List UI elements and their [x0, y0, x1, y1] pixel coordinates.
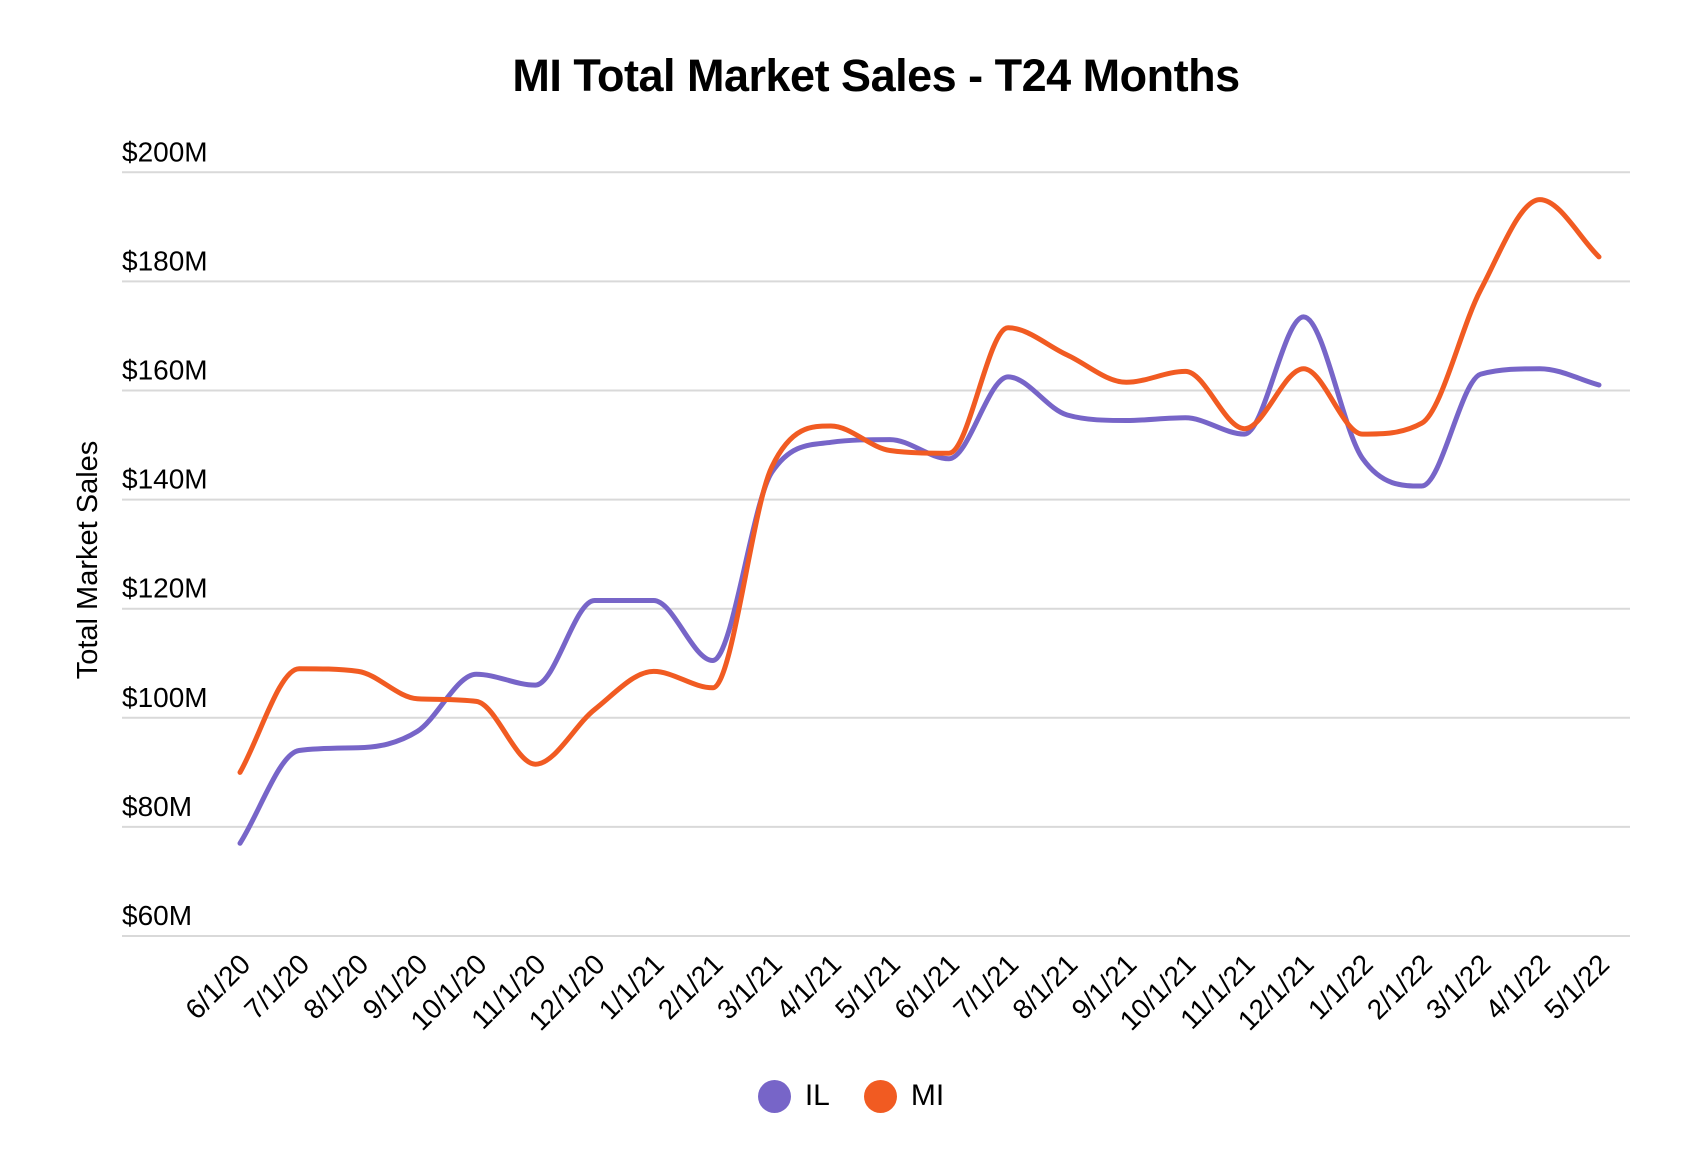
legend-swatch-mi-icon [863, 1079, 897, 1113]
x-tick-label-5-1-21: 5/1/21 [829, 948, 906, 1025]
legend-item-il: IL [757, 1079, 830, 1113]
y-tick-label-120m: $120M [122, 573, 208, 604]
x-tick-label-4-1-21: 4/1/21 [770, 948, 847, 1025]
x-tick-label-1-1-22: 1/1/22 [1302, 948, 1379, 1025]
x-tick-label-3-1-21: 3/1/21 [711, 948, 788, 1025]
x-tick-label-7-1-21: 7/1/21 [947, 948, 1024, 1025]
x-tick-label-4-1-22: 4/1/22 [1479, 948, 1556, 1025]
chart-title: MI Total Market Sales - T24 Months [512, 50, 1240, 101]
x-tick-label-7-1-20: 7/1/20 [238, 948, 315, 1025]
y-tick-label-140m: $140M [122, 464, 208, 495]
x-tick-label-8-1-21: 8/1/21 [1006, 948, 1083, 1025]
series-line-il[interactable] [237, 314, 1602, 846]
x-tick-label-1-1-21: 1/1/21 [593, 948, 670, 1025]
y-tick-label-160m: $160M [122, 355, 208, 386]
legend-label-mi: MI [910, 1079, 945, 1112]
legend-item-mi: MI [863, 1079, 945, 1113]
y-tick-label-60m: $60M [122, 900, 192, 931]
x-tick-label-6-1-21: 6/1/21 [888, 948, 965, 1025]
x-tick-label-2-1-22: 2/1/22 [1361, 948, 1438, 1025]
y-tick-label-80m: $80M [122, 791, 192, 822]
y-tick-label-100m: $100M [122, 682, 208, 713]
legend-label-il: IL [804, 1079, 830, 1112]
x-tick-label-2-1-21: 2/1/21 [652, 948, 729, 1025]
y-tick-label-180m: $180M [122, 245, 208, 276]
y-tick-label-200m: $200M [122, 136, 208, 167]
x-tick-label-5-1-22: 5/1/22 [1538, 948, 1615, 1025]
series-line-mi[interactable] [237, 197, 1602, 775]
y-axis-title: Total Market Sales [72, 441, 104, 680]
x-tick-label-8-1-20: 8/1/20 [297, 948, 374, 1025]
x-tick-label-3-1-22: 3/1/22 [1420, 948, 1497, 1025]
x-tick-label-6-1-20: 6/1/20 [179, 948, 256, 1025]
legend-swatch-il-icon [757, 1079, 791, 1113]
chart-legend: IL MI [0, 1079, 1702, 1113]
